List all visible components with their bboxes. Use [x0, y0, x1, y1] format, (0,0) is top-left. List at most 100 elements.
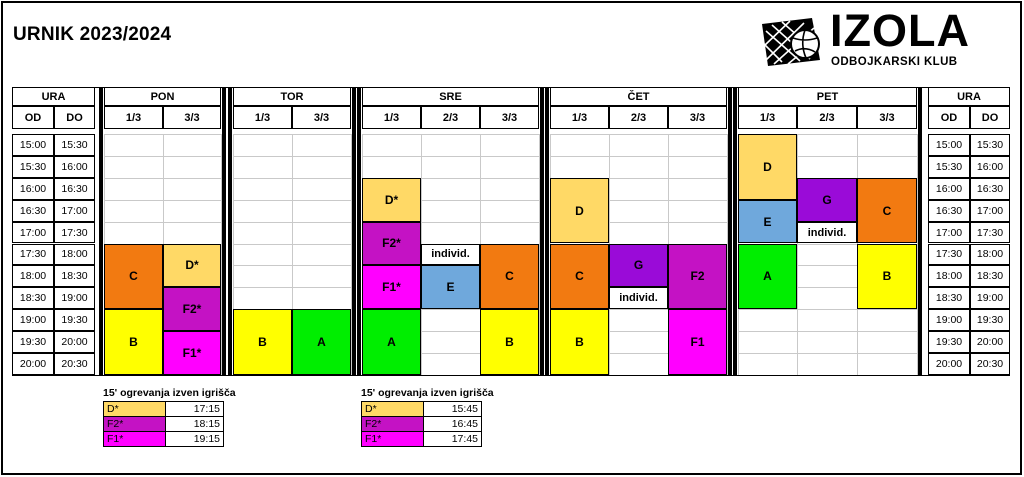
time-from-cell: 15:00	[12, 134, 54, 156]
time-to-cell: 19:00	[970, 287, 1010, 310]
legend-title: 15' ogrevanja izven igrišča	[361, 387, 494, 399]
grid-line	[738, 155, 917, 157]
warmup-legend-2: 15' ogrevanja izven igrišča D* 15:45 F2* 16…	[361, 387, 494, 447]
legend-table: D* 15:45 F2* 16:45 F1* 17:45	[361, 401, 482, 447]
training-block: F1	[668, 309, 727, 375]
training-block: A	[738, 243, 797, 310]
time-from-cell: 15:30	[928, 155, 970, 178]
court-header: 2/3	[421, 106, 480, 129]
table-border	[12, 374, 1010, 376]
time-to-cell: 16:30	[970, 177, 1010, 200]
training-block: B	[104, 309, 163, 375]
time-from-cell: 15:30	[12, 155, 54, 178]
training-block: C	[857, 177, 917, 244]
grid-line	[738, 134, 917, 135]
training-block: C	[104, 243, 163, 310]
legend-group: F1*	[103, 431, 166, 447]
legend-group: D*	[361, 401, 424, 417]
time-from-cell: 18:00	[12, 265, 54, 288]
training-block: F1*	[362, 265, 421, 310]
training-block: E	[738, 199, 797, 244]
grid-line	[550, 221, 727, 223]
right-to-header: DO	[970, 106, 1010, 129]
court-header: 2/3	[797, 106, 857, 129]
legend-time: 16:45	[423, 416, 482, 432]
right-time-header: URA	[928, 87, 1010, 106]
training-block: B	[550, 309, 609, 375]
legend-time: 15:45	[423, 401, 482, 417]
training-block: B	[233, 309, 292, 375]
time-to-cell: 17:30	[970, 221, 1010, 244]
legend-group: F1*	[361, 431, 424, 447]
training-block: B	[857, 243, 917, 310]
time-to-cell: 15:30	[970, 134, 1010, 156]
time-from-cell: 16:30	[928, 199, 970, 222]
grid-line	[550, 331, 727, 333]
grid-line	[362, 221, 539, 223]
time-to-cell: 17:00	[54, 199, 95, 222]
legend-row: F2* 18:15	[103, 416, 224, 432]
training-block: F2	[668, 243, 727, 310]
club-logo: IZOLA ODBOJKARSKI KLUB	[760, 8, 990, 74]
grid-line	[362, 309, 539, 311]
training-block: G	[797, 177, 857, 222]
left-from-header: OD	[12, 106, 54, 129]
court-header: 3/3	[292, 106, 351, 129]
grid-line	[292, 134, 293, 375]
training-block: F2*	[362, 221, 421, 266]
training-block: A	[362, 309, 421, 375]
warmup-legend-1: 15' ogrevanja izven igrišča D* 17:15 F2* 18…	[103, 387, 236, 447]
time-from-cell: 20:00	[12, 353, 54, 375]
day-separator	[99, 87, 103, 375]
time-to-cell: 20:30	[970, 353, 1010, 375]
grid-line	[738, 243, 917, 245]
time-to-cell: 19:00	[54, 287, 95, 310]
training-block: E	[421, 265, 480, 310]
grid-line	[738, 353, 917, 354]
day-header-sre: SRE	[362, 87, 539, 106]
time-from-cell: 16:30	[12, 199, 54, 222]
time-from-cell: 18:30	[12, 287, 54, 310]
left-time-header: URA	[12, 87, 95, 106]
grid-line	[362, 199, 539, 201]
grid-line	[917, 134, 918, 375]
day-separator	[222, 87, 226, 375]
day-header-pon: PON	[104, 87, 221, 106]
training-block: D*	[163, 243, 221, 288]
time-to-cell: 16:00	[54, 155, 95, 178]
time-from-cell: 19:00	[928, 309, 970, 332]
right-from-header: OD	[928, 106, 970, 129]
day-header-pet: PET	[738, 87, 917, 106]
training-block: B	[480, 309, 539, 375]
time-to-cell: 20:30	[54, 353, 95, 375]
day-separator	[918, 87, 922, 375]
time-from-cell: 17:00	[928, 221, 970, 244]
day-separator	[733, 87, 737, 375]
grid-line	[539, 134, 540, 375]
time-to-cell: 16:30	[54, 177, 95, 200]
court-header: 1/3	[233, 106, 292, 129]
day-separator	[540, 87, 544, 375]
volleyball-net-icon	[762, 18, 820, 66]
grid-line	[104, 155, 221, 157]
court-header: 1/3	[738, 106, 797, 129]
legend-time: 18:15	[165, 416, 224, 432]
grid-line	[362, 134, 539, 135]
legend-row: F1* 19:15	[103, 431, 224, 447]
legend-time: 19:15	[165, 431, 224, 447]
time-to-cell: 15:30	[54, 134, 95, 156]
training-block: D	[550, 177, 609, 244]
legend-group: D*	[103, 401, 166, 417]
grid-line	[362, 155, 539, 157]
legend-title: 15' ogrevanja izven igrišča	[103, 387, 236, 399]
grid-line	[550, 353, 727, 354]
training-block: G	[609, 243, 668, 288]
day-separator	[728, 87, 732, 375]
grid-line	[362, 353, 539, 354]
training-block: F2*	[163, 287, 221, 332]
court-header: 3/3	[668, 106, 727, 129]
training-block: D	[738, 134, 797, 200]
time-from-cell: 15:00	[928, 134, 970, 156]
day-header-čet: ČET	[550, 87, 727, 106]
